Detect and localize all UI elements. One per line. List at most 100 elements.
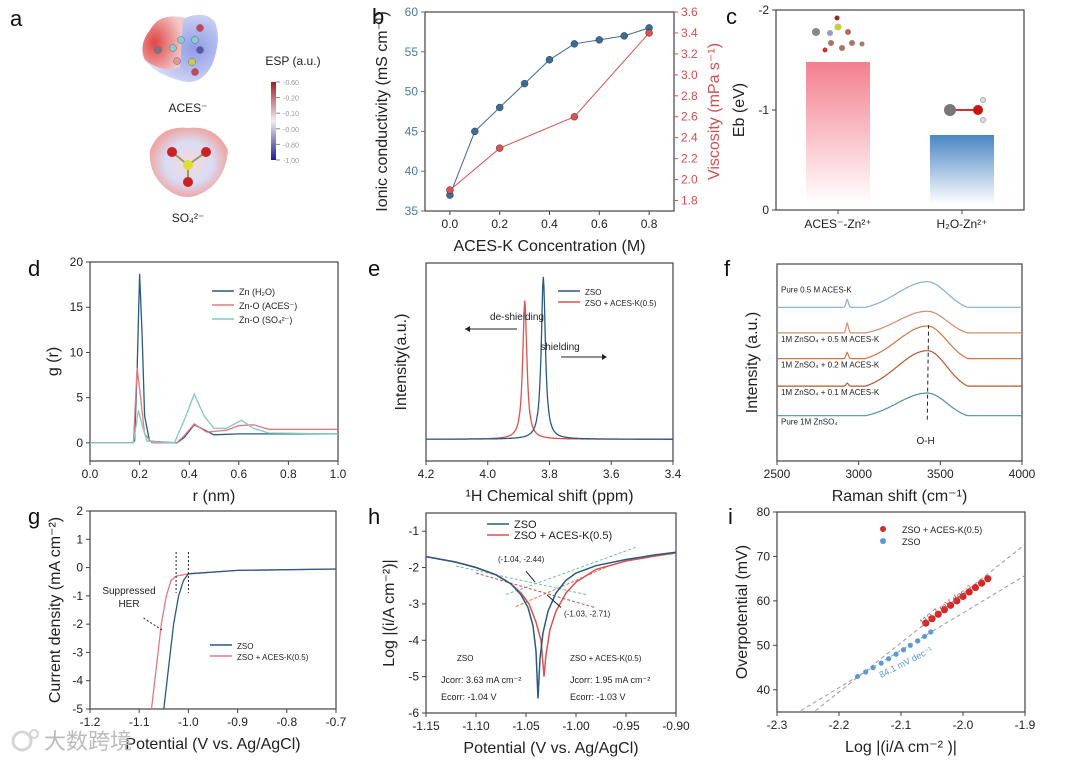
- y-tick-label: 15: [70, 300, 84, 314]
- y-axis-label: Current density (mA cm⁻²): [47, 517, 64, 703]
- suppressed-her-label: Suppressed: [102, 586, 155, 597]
- data-point: [934, 610, 942, 618]
- y2-tick-label: 2.6: [681, 110, 698, 124]
- data-point: [928, 615, 936, 623]
- legend-label: ZSO: [514, 519, 537, 531]
- atom-icon: [169, 44, 177, 52]
- x-axis-label: r (nm): [193, 488, 236, 505]
- y-tick-label: -5: [408, 670, 419, 684]
- so4-esp-surface: [149, 127, 228, 198]
- y-tick-label: -3: [72, 645, 83, 659]
- intersection-label: (-1.04, -2.44): [498, 555, 545, 564]
- ecorr-value: Ecorr: -1.04 V: [441, 692, 497, 702]
- x-tick-label: 0.0: [82, 467, 99, 481]
- y-tick-label: 20: [70, 255, 84, 269]
- y-axis-label: Log |(i/A cm⁻²)|: [381, 559, 398, 666]
- colorbar-tick-label: -0.10: [283, 111, 299, 118]
- x-tick-label: -0.7: [326, 715, 347, 729]
- x-axis-label: Log |(i/A cm⁻² )|: [845, 739, 957, 756]
- y-tick-label: 0: [76, 561, 83, 575]
- data-point: [496, 144, 504, 152]
- legend-marker: [880, 538, 886, 544]
- x-tick-label: -2.3: [767, 718, 788, 732]
- y-tick-label: -6: [408, 706, 419, 720]
- colorbar-tick-label: -0.00: [283, 127, 299, 134]
- x-tick-label: 4000: [1009, 467, 1036, 481]
- arrowhead: [602, 354, 607, 360]
- x-tick-label: -1.00: [562, 719, 590, 733]
- bar: [806, 62, 870, 204]
- atom-icon: [201, 147, 211, 157]
- y2-tick-label: 1.8: [681, 194, 698, 208]
- y-tick-label: -1: [408, 524, 419, 538]
- x-axis-label: Raman shift (cm⁻¹): [832, 488, 968, 505]
- x-axis-label: Potential (V vs. Ag/AgCl): [125, 736, 300, 753]
- tangent-line: [475, 572, 597, 609]
- x-tick-label: -0.9: [227, 715, 248, 729]
- y-tick-label: 5: [76, 391, 83, 405]
- data-point: [878, 660, 884, 666]
- x-tick-label: 0.6: [591, 217, 608, 231]
- plot-frame: [425, 262, 674, 462]
- legend-label: ZSO: [585, 288, 601, 297]
- x-tick-label: 0.8: [280, 467, 297, 481]
- y2-tick-label: 3.2: [681, 47, 698, 61]
- jcorr-value: Jcorr: 1.95 mA cm⁻²: [570, 675, 650, 685]
- x-tick-label: 3000: [845, 467, 872, 481]
- data-point: [965, 588, 973, 596]
- spectrum-label: 1M ZnSO₄ + 0.2 M ACES-K: [781, 361, 880, 370]
- data-point: [645, 29, 653, 37]
- data-point: [446, 186, 454, 194]
- x-category-label: ACES⁻-Zn²⁺: [804, 217, 871, 231]
- colorbar-tick-label: -0.20: [283, 96, 299, 103]
- y-tick-label: 55: [405, 45, 419, 59]
- y-axis-label: Eb (eV): [731, 83, 748, 137]
- x-tick-label: -1.10: [462, 719, 490, 733]
- x-category-label: H₂O-Zn²⁺: [937, 217, 988, 231]
- legend-label: Zn (H₂O): [239, 287, 275, 297]
- data-point: [545, 56, 554, 64]
- series-line: [425, 551, 677, 699]
- y-tick-label: 0: [762, 203, 769, 217]
- jcorr-value: Jcorr: 3.63 mA cm⁻²: [441, 675, 521, 685]
- data-point: [928, 629, 934, 635]
- data-point: [978, 579, 986, 587]
- x-tick-label: 0.2: [491, 217, 508, 231]
- y-tick-label: 10: [70, 345, 84, 359]
- y-tick-label: 40: [405, 164, 419, 178]
- panel-label-g: g: [28, 504, 40, 529]
- x-axis-label: ¹H Chemical shift (ppm): [465, 488, 633, 505]
- legend-label: ZSO + ACES-K(0.5): [585, 299, 657, 308]
- atom-icon: [177, 36, 185, 44]
- series-line: [90, 392, 339, 444]
- data-point: [870, 664, 876, 671]
- x-tick-label: 3500: [927, 467, 954, 481]
- data-point: [959, 592, 967, 601]
- x-tick-label: 2500: [764, 467, 791, 481]
- panel-label-c: c: [726, 4, 737, 29]
- y-tick-label: -4: [408, 633, 419, 647]
- arrow-icon: [525, 570, 536, 583]
- data-point: [855, 673, 861, 680]
- plot-frame: [425, 512, 677, 714]
- y-axis-label: Intensity(a.u.): [393, 314, 410, 411]
- h2o-zn-molecule-icon: [944, 97, 986, 123]
- spectrum-line: [777, 325, 1022, 360]
- y2-tick-label: 2.4: [681, 131, 698, 145]
- fit-line: [797, 575, 1025, 712]
- atom-icon: [191, 68, 199, 76]
- data-point: [471, 127, 479, 136]
- atom-icon: [154, 46, 162, 54]
- series-line: [90, 273, 338, 444]
- tangent-line: [515, 566, 607, 607]
- legend-label: ZSO + ACES-K(0.5): [902, 525, 982, 535]
- oh-peak-label: O-H: [916, 436, 934, 447]
- plot-frame: [89, 510, 337, 710]
- data-point: [863, 669, 869, 675]
- legend-marker: [880, 526, 886, 532]
- y2-tick-label: 2.2: [681, 152, 698, 166]
- x-tick-label: 3.4: [665, 467, 682, 481]
- aces-zn-molecule-icon: [812, 15, 865, 53]
- y-tick-label: -4: [72, 674, 83, 688]
